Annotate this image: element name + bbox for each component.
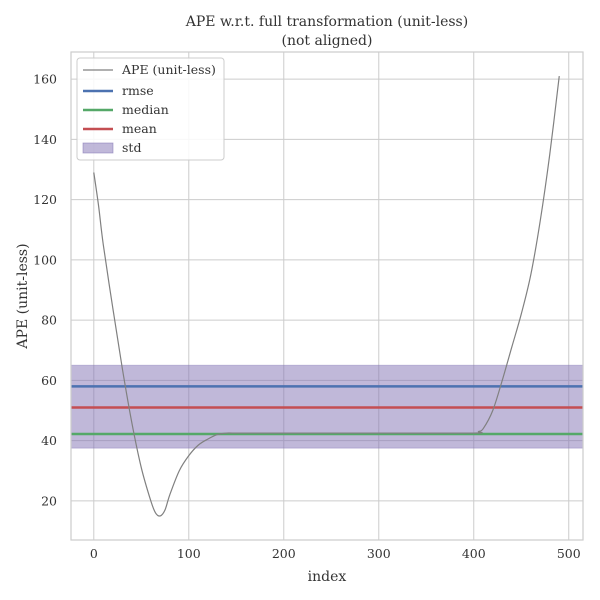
y-tick-label: 140 (33, 132, 57, 147)
legend: APE (unit-less) rmse median mean std (76, 57, 225, 161)
y-tick-label: 60 (41, 373, 57, 388)
x-tick-label: 0 (90, 546, 98, 561)
y-tick-label: 20 (41, 493, 57, 508)
y-axis-label: APE (unit-less) (15, 243, 31, 349)
y-tick-label: 100 (33, 252, 57, 267)
x-tick-label: 500 (557, 546, 581, 561)
chart-title: APE w.r.t. full transformation (unit-les… (185, 14, 468, 30)
y-tick-labels: 20 40 60 80 100 120 140 160 (33, 72, 57, 509)
legend-mean-label: mean (122, 121, 157, 136)
ape-series-line (93, 76, 560, 517)
legend-median-label: median (122, 102, 169, 117)
x-tick-label: 200 (272, 546, 296, 561)
x-tick-label: 300 (367, 546, 391, 561)
x-tick-labels: 0 100 200 300 400 500 (90, 546, 581, 561)
plot-area-frame (70, 51, 584, 541)
y-tick-label: 40 (41, 433, 57, 448)
statistic-lines (71, 385, 583, 436)
x-tick-label: 400 (462, 546, 486, 561)
legend-ape-label: APE (unit-less) (121, 62, 216, 77)
x-tick-label: 100 (177, 546, 201, 561)
legend-rmse-label: rmse (122, 83, 154, 98)
ape-series-layer (93, 76, 560, 517)
y-tick-label: 120 (33, 192, 57, 207)
chart-subtitle: (not aligned) (282, 33, 373, 49)
legend-std-swatch (82, 142, 114, 154)
x-axis-label: index (308, 569, 347, 585)
legend-std-label: std (122, 140, 141, 155)
y-tick-label: 160 (33, 72, 57, 87)
y-tick-label: 80 (41, 313, 57, 328)
legend-box (76, 57, 225, 161)
